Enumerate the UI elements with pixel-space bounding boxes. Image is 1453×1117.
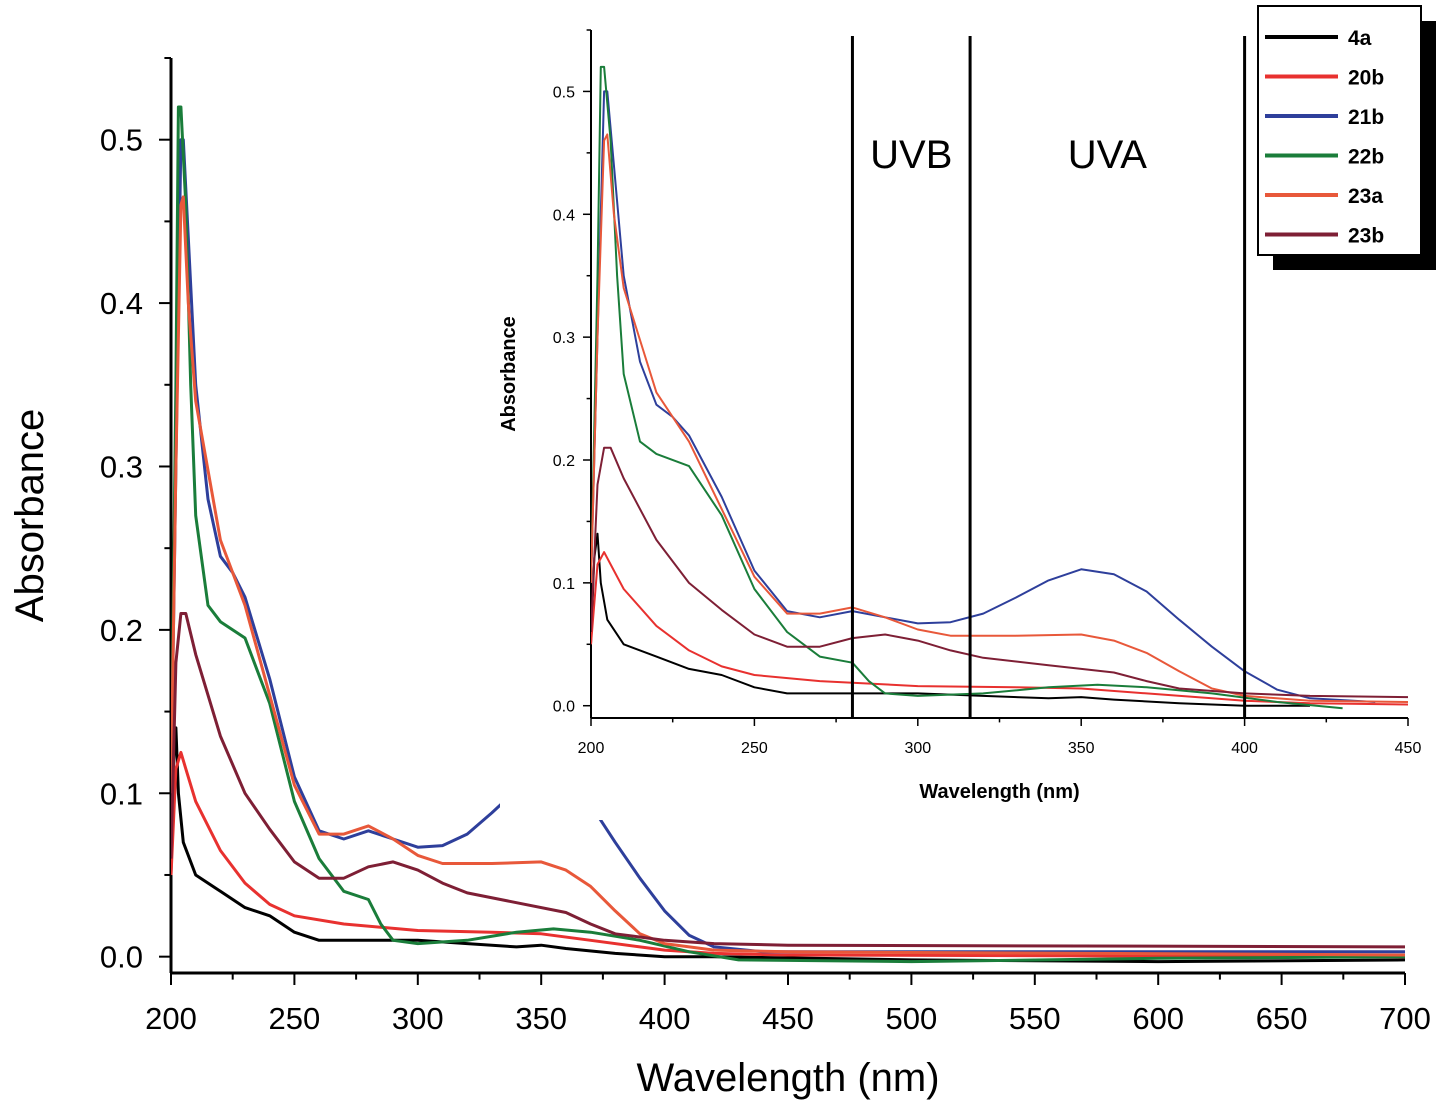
- main-chart: 200 250 300 350 400 450 500 550 600 650 700 0.0 0.1 0…: [8, 57, 1431, 1100]
- y-tick-label: 0.4: [553, 207, 575, 224]
- legend-box: [1257, 5, 1422, 256]
- y-tick-label: 0.2: [553, 453, 575, 470]
- y-tick-label: 0.3: [100, 449, 143, 484]
- series-line-4a: [171, 726, 1405, 964]
- x-tick-label: 450: [762, 1001, 814, 1036]
- x-tick-label: 450: [1395, 740, 1422, 757]
- x-tick-label: 500: [886, 1001, 938, 1036]
- y-tick-label: 0.4: [100, 286, 143, 321]
- legend-label-23b: 23b: [1348, 225, 1384, 248]
- legend-label-20b: 20b: [1348, 67, 1384, 90]
- x-tick-label: 250: [269, 1001, 321, 1036]
- series-line-4a: [591, 532, 1310, 707]
- x-tick-label: 200: [145, 1001, 197, 1036]
- x-tick-label: 600: [1132, 1001, 1184, 1036]
- x-tick-label: 300: [392, 1001, 444, 1036]
- y-tick-label: 0.0: [553, 699, 575, 716]
- x-tick-label: 200: [578, 740, 605, 757]
- legend-label-23a: 23a: [1348, 185, 1383, 208]
- series-line-22b: [591, 65, 1343, 710]
- y-tick-label: 0.5: [553, 84, 575, 101]
- region-label-uvb: UVB: [870, 133, 952, 177]
- series-line-21b: [591, 90, 1376, 703]
- series-line-23b: [171, 612, 1405, 949]
- x-tick-label: 550: [1009, 1001, 1061, 1036]
- x-axis-title: Wavelength (nm): [636, 1056, 939, 1100]
- y-tick-label: 0.5: [100, 123, 143, 158]
- legend-label-21b: 21b: [1348, 106, 1384, 129]
- x-tick-label: 700: [1379, 1001, 1431, 1036]
- series-line-23a: [171, 195, 1405, 957]
- y-tick-label: 0.1: [100, 776, 143, 811]
- x-tick-label: 350: [1068, 740, 1095, 757]
- region-label-uva: UVA: [1068, 133, 1148, 177]
- series-line-21b: [171, 138, 1405, 954]
- y-tick-label: 0.1: [553, 576, 575, 593]
- x-tick-label: 400: [1231, 740, 1258, 757]
- y-axis-title: Absorbance: [498, 316, 520, 432]
- legend: 4a 20b 21b 22b 23a 23b: [1257, 5, 1436, 270]
- legend-label-4a: 4a: [1348, 27, 1372, 50]
- x-axis-title: Wavelength (nm): [919, 781, 1079, 803]
- y-tick-label: 0.2: [100, 613, 143, 648]
- series-line-20b: [591, 551, 1408, 706]
- y-tick-label: 0.0: [100, 940, 143, 975]
- x-tick-label: 350: [515, 1001, 567, 1036]
- x-tick-label: 250: [741, 740, 768, 757]
- x-tick-label: 400: [639, 1001, 691, 1036]
- series-line-20b: [171, 750, 1405, 959]
- x-tick-label: 650: [1256, 1001, 1308, 1036]
- y-tick-label: 0.3: [553, 330, 575, 347]
- x-tick-label: 300: [904, 740, 931, 757]
- legend-label-22b: 22b: [1348, 146, 1384, 169]
- y-axis-title: Absorbance: [8, 409, 52, 622]
